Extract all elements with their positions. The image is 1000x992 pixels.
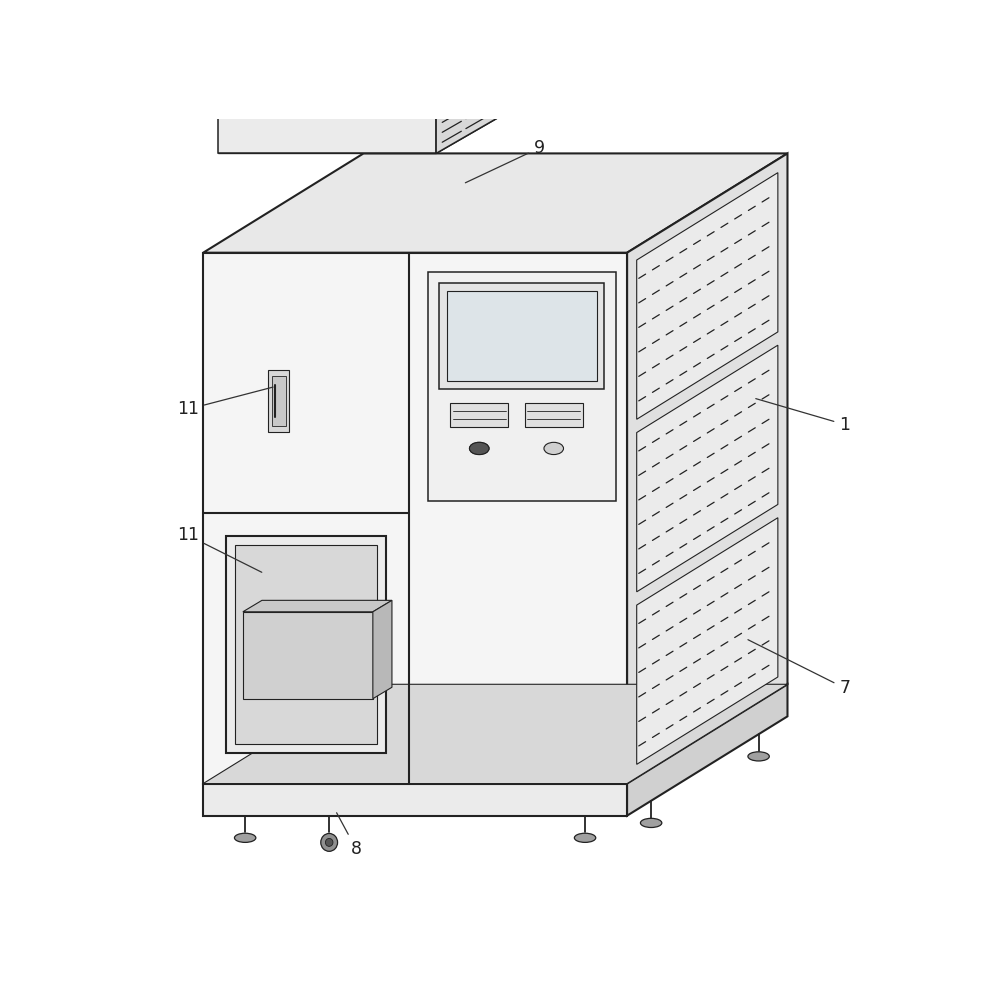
Polygon shape (436, 33, 535, 154)
Text: 7: 7 (748, 640, 850, 697)
Ellipse shape (748, 752, 769, 761)
Polygon shape (243, 612, 373, 698)
Ellipse shape (299, 0, 320, 6)
Ellipse shape (640, 818, 662, 827)
Bar (272, 376, 286, 426)
Polygon shape (285, 63, 343, 69)
Bar (525, 403, 583, 428)
Bar (439, 284, 604, 389)
Polygon shape (627, 684, 787, 815)
Polygon shape (637, 173, 778, 420)
Bar (294, 1, 326, 69)
Ellipse shape (469, 442, 489, 454)
Polygon shape (637, 345, 778, 592)
Text: 11: 11 (177, 527, 262, 572)
Polygon shape (218, 96, 535, 154)
Bar (226, 536, 386, 753)
Text: 9: 9 (465, 139, 545, 183)
Polygon shape (203, 154, 787, 253)
Bar (450, 403, 508, 428)
Bar (203, 784, 627, 815)
Ellipse shape (469, 442, 489, 454)
Ellipse shape (574, 833, 596, 842)
Ellipse shape (325, 838, 333, 846)
Text: 11: 11 (177, 387, 273, 419)
Bar (268, 369, 289, 433)
Ellipse shape (544, 442, 564, 454)
Ellipse shape (321, 833, 338, 851)
Polygon shape (218, 16, 535, 73)
Bar (235, 545, 377, 744)
Polygon shape (203, 684, 787, 784)
Bar (203, 253, 627, 784)
Polygon shape (373, 600, 392, 698)
Ellipse shape (234, 833, 256, 842)
Bar (447, 291, 597, 381)
Bar (428, 272, 616, 501)
Polygon shape (243, 600, 392, 612)
Bar (218, 73, 436, 154)
Text: 8: 8 (337, 812, 361, 857)
Ellipse shape (294, 0, 326, 8)
Polygon shape (627, 154, 787, 784)
Polygon shape (637, 518, 778, 765)
Text: 1: 1 (756, 399, 850, 434)
